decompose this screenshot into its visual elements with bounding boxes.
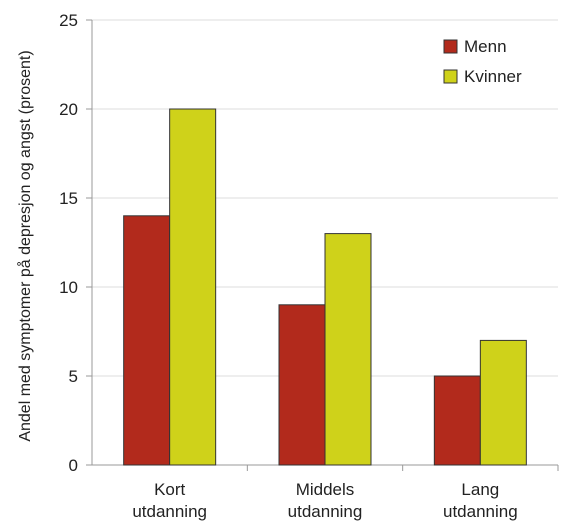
legend-swatch-kvinner <box>443 69 458 84</box>
y-tick-label: 20 <box>59 100 78 119</box>
legend-swatch-menn <box>443 39 458 54</box>
x-tick-label: utdanning <box>443 502 518 521</box>
y-tick-label: 15 <box>59 189 78 208</box>
legend-label-kvinner: Kvinner <box>464 67 522 86</box>
legend: Menn Kvinner <box>443 37 522 86</box>
y-axis-label: Andel med symptomer på depresjon og angs… <box>16 50 34 441</box>
bar-menn-0 <box>123 215 171 466</box>
x-tick-label: Middels <box>296 480 355 499</box>
legend-label-menn: Menn <box>464 37 507 56</box>
bars <box>123 108 527 466</box>
bar-kvinner-1 <box>324 233 372 466</box>
y-tick-label: 0 <box>69 456 78 475</box>
bar-menn-2 <box>433 375 481 466</box>
x-tick-label: utdanning <box>288 502 363 521</box>
bar-menn-1 <box>278 304 326 466</box>
x-tick-label: Kort <box>154 480 185 499</box>
y-tick-label: 5 <box>69 367 78 386</box>
x-tick-label: Lang <box>461 480 499 499</box>
x-tick-label: utdanning <box>132 502 207 521</box>
y-tick-label: 25 <box>59 11 78 30</box>
axis-labels: 0 5 10 15 20 25 Kort utdanning Middels utdanning L… <box>59 11 518 521</box>
bar-kvinner-2 <box>479 339 527 466</box>
y-tick-label: 10 <box>59 278 78 297</box>
bar-kvinner-0 <box>169 108 217 466</box>
